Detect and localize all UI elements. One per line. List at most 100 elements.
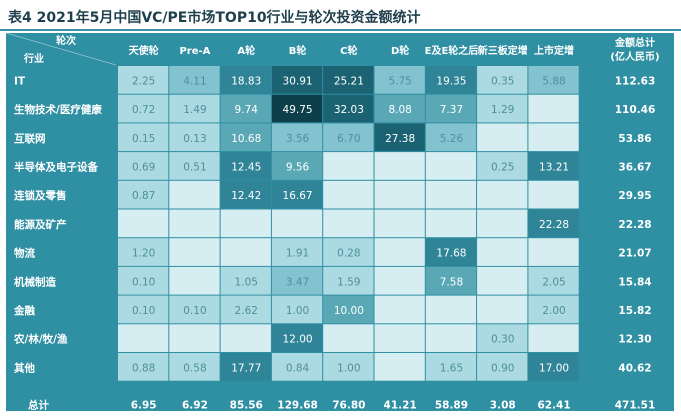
row-label: 生物技术/医疗健康	[14, 103, 102, 116]
heatmap-cell	[374, 209, 425, 238]
heatmap-cell	[220, 180, 271, 209]
heatmap-cell	[528, 324, 579, 352]
heatmap-cell	[374, 152, 425, 180]
cell-value: 12.00	[283, 334, 313, 346]
cell-value: 12.45	[231, 161, 261, 173]
cell-value: 0.51	[183, 161, 206, 173]
heatmap-cell	[477, 266, 528, 295]
heatmap-cell	[118, 66, 169, 94]
cell-value: 0.13	[183, 133, 206, 145]
heatmap-cell	[323, 152, 374, 180]
total-column-unit: (亿人民币)	[610, 50, 659, 63]
column-total: 76.80	[332, 400, 365, 411]
heatmap-cell	[425, 152, 477, 180]
cell-value: 0.30	[491, 334, 514, 346]
cell-value: 32.03	[334, 104, 364, 116]
heatmap-cell	[425, 295, 477, 324]
heatmap-cell	[169, 66, 220, 94]
cell-value: 5.88	[542, 75, 565, 87]
heatmap-cell	[425, 123, 477, 152]
heatmap-cell	[220, 324, 271, 352]
column-total: 58.89	[435, 400, 468, 411]
heatmap-cell	[477, 295, 528, 324]
heatmap-cell	[477, 180, 528, 209]
row-total: 110.46	[615, 104, 656, 116]
heatmap-cell	[323, 238, 374, 266]
cell-value: 2.25	[132, 75, 155, 87]
heatmap-cell	[169, 295, 220, 324]
heatmap-cell	[477, 238, 528, 266]
cell-value: 2.00	[542, 305, 565, 317]
heatmap-cell	[323, 324, 374, 352]
heatmap-cell	[169, 324, 220, 352]
corner-label-industry: 行业	[23, 52, 44, 65]
heatmap-cell	[169, 353, 220, 381]
heatmap-cell	[477, 324, 528, 352]
corner-diagonal	[6, 33, 117, 66]
heatmap-cell	[528, 209, 579, 238]
heatmap-cell	[220, 295, 271, 324]
row-total: 12.30	[618, 334, 651, 346]
cell-value: 13.21	[539, 161, 569, 173]
cell-value: 12.42	[231, 190, 261, 202]
heatmap-cell	[477, 209, 528, 238]
heatmap-cell	[528, 94, 579, 123]
heatmap-cell	[477, 66, 528, 94]
column-header: 天使轮	[129, 44, 159, 57]
heatmap-cell	[271, 295, 323, 324]
heatmap-cell	[169, 238, 220, 266]
column-header: D轮	[391, 44, 409, 57]
cell-value: 0.87	[132, 190, 155, 202]
heatmap-frame: 轮次 行业 天使轮 Pre-A A轮 B轮 C轮 D轮 E及E轮之后 新三板定增 上市定增 金额总计(…	[6, 33, 674, 411]
row-label: 半导体及电子设备	[14, 160, 98, 173]
heatmap-cell	[169, 266, 220, 295]
cell-value: 17.68	[436, 248, 466, 260]
cell-value: 10.00	[334, 305, 364, 317]
heatmap-cell	[220, 152, 271, 180]
corner-label-round: 轮次	[56, 34, 76, 47]
cell-value: 0.69	[132, 161, 155, 173]
heatmap-cell	[220, 353, 271, 381]
heatmap-cell	[323, 180, 374, 209]
heatmap-cell	[425, 94, 477, 123]
heatmap-cell	[528, 353, 579, 381]
cell-value: 0.15	[132, 133, 155, 145]
heatmap-cell	[323, 94, 374, 123]
heatmap-cell	[271, 66, 323, 94]
heatmap-cell	[271, 238, 323, 266]
heatmap-cell	[477, 353, 528, 381]
heatmap-cell	[323, 295, 374, 324]
heatmap-cell	[271, 180, 323, 209]
cell-value: 1.00	[337, 362, 360, 374]
cell-value: 10.68	[231, 133, 261, 145]
totals-row-label: 总计	[28, 399, 49, 411]
heatmap-cell	[323, 209, 374, 238]
heatmap-cell	[118, 324, 169, 352]
heatmap-cell	[220, 66, 271, 94]
heatmap-cell	[271, 266, 323, 295]
row-total: 22.28	[618, 219, 651, 231]
row-total: 36.67	[618, 161, 651, 173]
heatmap-cell	[323, 123, 374, 152]
cell-value: 4.11	[183, 75, 206, 87]
row-label: 连锁及零售	[14, 189, 67, 202]
cell-value: 0.88	[132, 362, 155, 374]
column-header: 上市定增	[534, 44, 574, 57]
cell-value: 49.75	[283, 104, 313, 116]
grand-total: 471.51	[615, 400, 656, 411]
heatmap-cell	[425, 209, 477, 238]
row-total: 53.86	[618, 133, 651, 145]
heatmap-cell	[220, 209, 271, 238]
cell-value: 0.10	[132, 305, 155, 317]
cell-value: 5.26	[440, 133, 464, 145]
heatmap-cell	[528, 295, 579, 324]
row-total: 112.63	[615, 75, 656, 87]
cell-value: 16.67	[283, 190, 313, 202]
cell-value: 1.00	[286, 305, 309, 317]
column-header: C轮	[340, 44, 357, 57]
heatmap-cell	[374, 66, 425, 94]
cell-value: 0.28	[337, 248, 360, 260]
heatmap-cell	[477, 123, 528, 152]
heatmap-cell	[528, 238, 579, 266]
